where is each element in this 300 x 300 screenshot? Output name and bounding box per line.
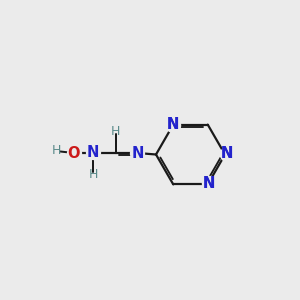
Text: N: N: [131, 146, 144, 160]
Text: H: H: [88, 168, 98, 181]
Text: N: N: [220, 146, 233, 161]
Text: N: N: [220, 146, 233, 161]
Text: H: H: [52, 143, 62, 157]
Text: N: N: [87, 145, 100, 160]
Text: N: N: [167, 117, 179, 132]
Text: N: N: [203, 176, 215, 191]
Text: H: H: [111, 124, 121, 138]
Text: N: N: [203, 176, 215, 191]
Text: N: N: [167, 117, 179, 132]
Text: O: O: [68, 146, 80, 160]
